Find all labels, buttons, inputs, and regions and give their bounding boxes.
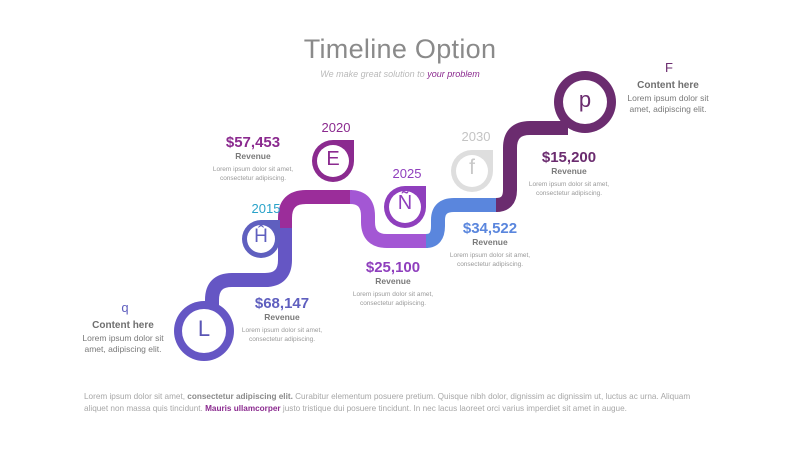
milestone-marker-4 — [384, 186, 426, 228]
side-right-body: Lorem ipsum dolor sit amet, adipiscing el… — [627, 93, 709, 114]
year-label-2015: 2015 — [251, 201, 281, 216]
revenue-amount-5: $15,200 — [541, 149, 597, 166]
revenue-amount-1: $68,147 — [254, 295, 310, 312]
footer-paragraph: Lorem ipsum dolor sit amet, consectetur … — [84, 392, 691, 413]
page-subtitle: We make great solution to your problem — [0, 69, 800, 79]
side-right-letter-icon: F — [665, 60, 673, 75]
revenue-desc-2: Lorem ipsum dolor sit amet, consectetur a… — [212, 166, 294, 182]
side-right-title: Content here — [637, 80, 699, 91]
milestone-marker-2 — [242, 220, 280, 258]
side-left-title: Content here — [92, 320, 154, 331]
revenue-label-3: Revenue — [375, 276, 411, 286]
milestone-marker-1 — [174, 301, 234, 361]
letter-l-icon: L — [197, 316, 211, 341]
letter-n-tilde-icon: Ñ — [397, 192, 413, 214]
milestone-marker-5 — [451, 150, 493, 192]
side-left-letter-icon: q — [121, 300, 129, 315]
revenue-label-5: Revenue — [551, 166, 587, 176]
revenue-desc-1: Lorem ipsum dolor sit amet, consectetur a… — [241, 327, 323, 343]
timeline-segment-4 — [425, 198, 498, 248]
letter-e-icon: E — [326, 148, 340, 170]
revenue-amount-3: $25,100 — [365, 259, 421, 276]
revenue-desc-4: Lorem ipsum dolor sit amet, consectetur a… — [449, 252, 531, 268]
subtitle-accent: your problem — [427, 69, 480, 79]
year-label-2030: 2030 — [461, 129, 491, 144]
year-label-2020: 2020 — [321, 120, 351, 135]
timeline-segment-5 — [495, 121, 568, 212]
letter-f-icon: f — [469, 156, 475, 179]
revenue-label-2: Revenue — [235, 151, 271, 161]
revenue-label-4: Revenue — [472, 237, 508, 247]
year-label-2025: 2025 — [392, 166, 422, 181]
side-left-body: Lorem ipsum dolor sit amet, adipiscing el… — [82, 333, 164, 354]
milestone-marker-6 — [554, 71, 616, 133]
revenue-amount-4: $34,522 — [462, 220, 518, 237]
revenue-label-1: Revenue — [264, 312, 300, 322]
timeline-segment-2 — [278, 190, 352, 228]
subtitle-text: We make great solution to — [320, 69, 425, 79]
letter-p-icon: p — [578, 87, 592, 112]
letter-h-circumflex-icon: Ĥ — [254, 226, 268, 247]
timeline-segment-3 — [349, 190, 428, 248]
timeline-segment-1 — [205, 225, 292, 312]
revenue-amount-2: $57,453 — [225, 134, 281, 151]
revenue-desc-3: Lorem ipsum dolor sit amet, consectetur a… — [352, 291, 434, 307]
milestone-marker-3 — [312, 140, 354, 182]
page-title: Timeline Option — [303, 34, 497, 64]
revenue-desc-5: Lorem ipsum dolor sit amet, consectetur a… — [528, 181, 610, 197]
